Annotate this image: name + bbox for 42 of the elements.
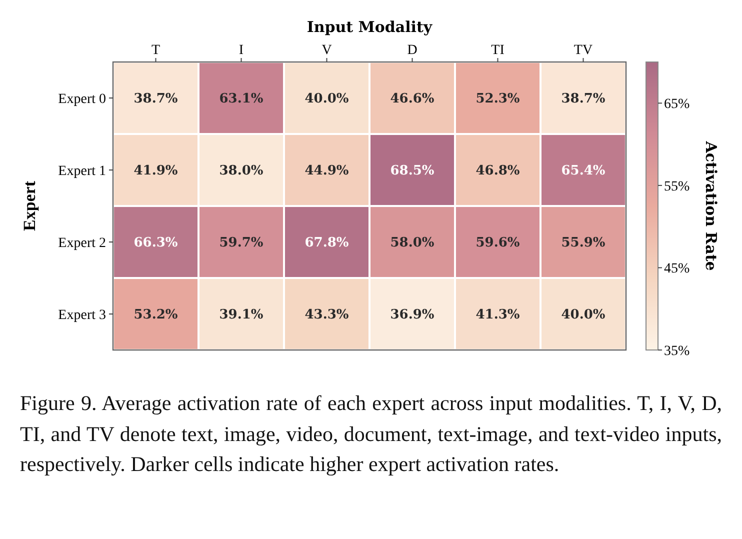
data-label: 55.9% (561, 236, 606, 251)
x-tick-label: D (407, 43, 418, 58)
color-bar-label: 65% (664, 97, 690, 112)
x-tick-label: I (238, 43, 244, 58)
data-label: 53.2% (134, 308, 178, 323)
x-tick-label: T (151, 43, 160, 58)
y-tick-label: Expert 2 (58, 236, 106, 251)
data-label: 46.8% (476, 164, 520, 179)
data-label: 44.9% (304, 164, 350, 179)
data-label: 68.5% (390, 164, 435, 179)
color-bar-label: 45% (664, 262, 690, 277)
color-bar-label: 55% (664, 179, 690, 194)
data-label: 63.1% (219, 92, 264, 107)
chart-title: Input Modality (306, 18, 434, 36)
data-label: 59.6% (476, 236, 520, 251)
data-label: 38.7% (134, 92, 178, 107)
y-tick-label: Expert 3 (58, 308, 106, 323)
data-label: 38.7% (561, 92, 606, 107)
data-label: 36.9% (390, 308, 435, 323)
data-label: 65.4% (561, 164, 606, 179)
caption: Figure 9. Average activation rate of each expert across input modalities. T, I, V, D, TI, and TV denote text, image, video, document, text-image, and text-video inputs, respectively. Darker cells indicate higher expert activation rates. (20, 390, 722, 478)
data-label: 67.8% (304, 236, 350, 251)
y-tick-label: Expert 0 (58, 92, 106, 107)
data-label: 39.1% (219, 308, 264, 323)
x-tick-label: TI (491, 43, 505, 58)
color-bar-label: 35% (664, 344, 690, 359)
data-label: 41.3% (476, 308, 520, 323)
data-label: 59.7% (219, 236, 264, 251)
data-label: 38.0% (219, 164, 264, 179)
data-label: 46.6% (390, 92, 435, 107)
data-label: 40.0% (304, 92, 350, 107)
data-label: 43.3% (304, 308, 350, 323)
data-label: 52.3% (476, 92, 520, 107)
data-label: 66.3% (134, 236, 178, 251)
data-label: 40.0% (561, 308, 606, 323)
color-bar-title: Activation Rate (702, 140, 720, 271)
x-tick-label: TV (574, 43, 593, 58)
x-tick-label: V (322, 43, 332, 58)
data-label: 41.9% (134, 164, 178, 179)
y-axis-title: Expert (20, 180, 39, 232)
data-label: 58.0% (390, 236, 435, 251)
y-tick-label: Expert 1 (58, 164, 106, 179)
